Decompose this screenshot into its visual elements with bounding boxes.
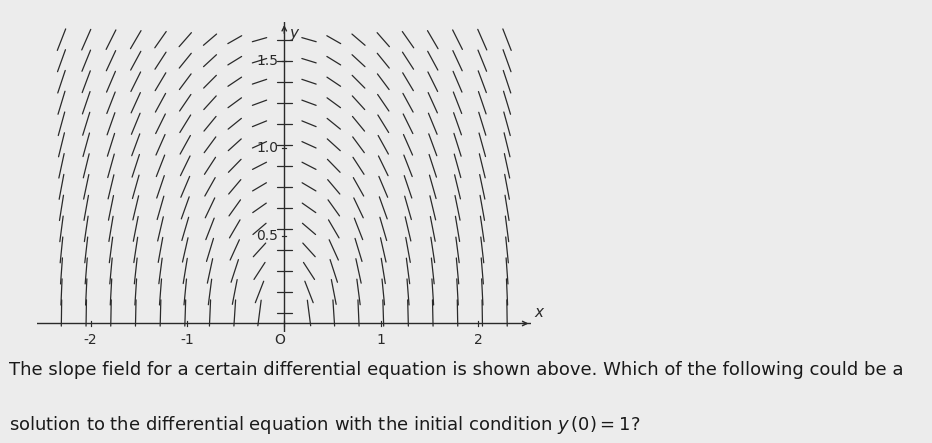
Text: -2: -2 <box>84 333 97 347</box>
Text: x: x <box>534 305 543 320</box>
Text: 2: 2 <box>473 333 483 347</box>
Text: 1.0: 1.0 <box>256 141 279 155</box>
Text: -1: -1 <box>181 333 194 347</box>
Text: 1: 1 <box>377 333 386 347</box>
Text: y: y <box>289 26 298 41</box>
Text: 1.5: 1.5 <box>256 54 279 68</box>
Text: solution to the differential equation with the initial condition $y\,(0)=1$?: solution to the differential equation wi… <box>9 414 640 436</box>
Text: 0.5: 0.5 <box>256 229 279 243</box>
Text: O: O <box>274 333 285 347</box>
Text: The slope field for a certain differential equation is shown above. Which of the: The slope field for a certain differenti… <box>9 361 904 379</box>
